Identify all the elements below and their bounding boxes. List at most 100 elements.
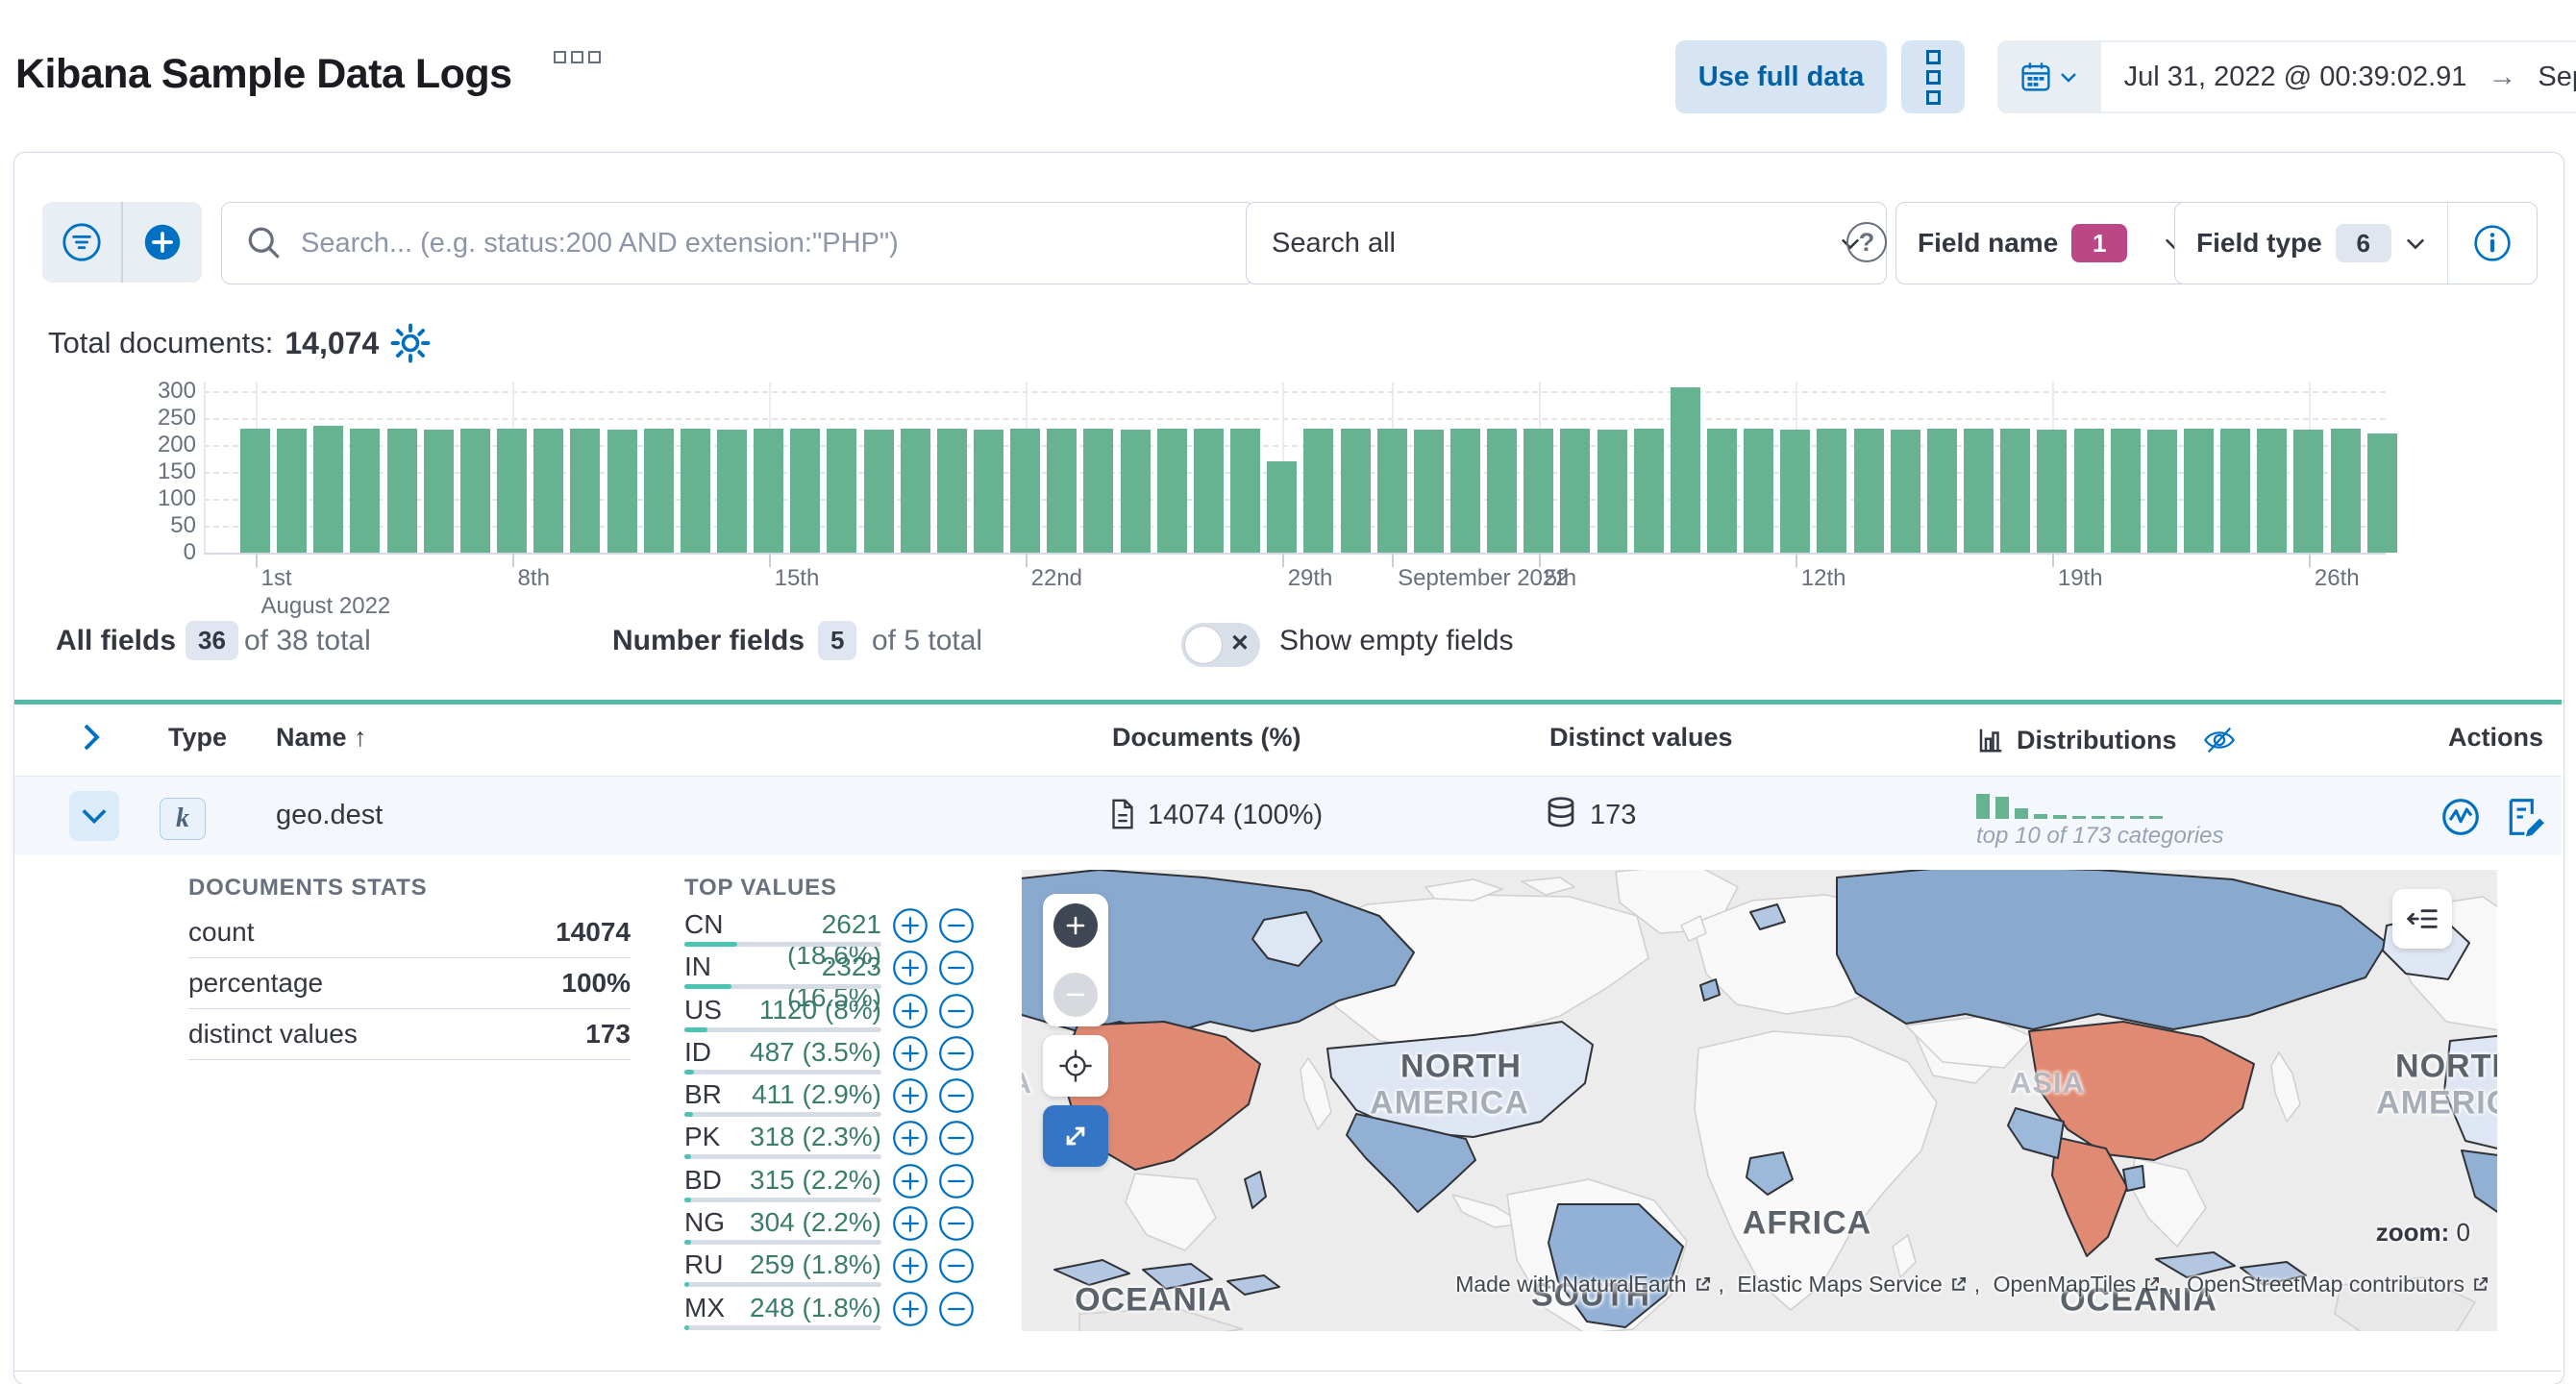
histogram-bar	[1010, 428, 1041, 553]
minus-circle-icon	[939, 1036, 974, 1071]
filter-in-circle-button[interactable]	[42, 202, 121, 283]
filter-for-value-button[interactable]	[892, 950, 929, 986]
column-header-distinct-values: Distinct values	[1549, 723, 1733, 752]
view-in-lens-button[interactable]	[2440, 796, 2482, 838]
map-continent-label: AFRICA	[1742, 1204, 1872, 1242]
all-fields-label: All fields	[56, 625, 177, 656]
all-fields-count-badge: 36	[186, 621, 238, 660]
histogram-bar	[1340, 429, 1371, 553]
histogram-bar	[1926, 428, 1957, 553]
attribution-link[interactable]: Made with NaturalEarth	[1455, 1272, 1687, 1297]
histogram-bar	[2257, 429, 2288, 553]
histogram-bar	[1230, 429, 1261, 553]
top-value-count: 259 (1.8%)	[750, 1249, 881, 1280]
search-icon	[248, 227, 280, 259]
top-value-row: PK 318 (2.3%)	[684, 1120, 992, 1164]
histogram-bar	[1744, 429, 1774, 553]
histogram-bar	[1780, 429, 1811, 553]
use-full-data-button[interactable]: Use full data	[1675, 40, 1887, 113]
date-end[interactable]: Sep	[2538, 61, 2576, 92]
box-icon	[1925, 49, 1941, 64]
hide-distributions-button[interactable]	[2202, 723, 2237, 757]
arrow-right-icon: →	[2488, 61, 2517, 92]
info-icon[interactable]	[2448, 203, 2537, 284]
x-tick-label: 8th	[517, 565, 550, 591]
filter-out-value-button[interactable]	[938, 1248, 975, 1284]
page-title: Kibana Sample Data Logs	[15, 50, 512, 97]
filter-for-value-button[interactable]	[892, 1077, 929, 1114]
filter-out-value-button[interactable]	[938, 950, 975, 986]
attribution-link[interactable]: Elastic Maps Service	[1737, 1272, 1943, 1297]
help-icon[interactable]: ?	[1846, 222, 1887, 262]
filter-out-value-button[interactable]	[938, 1205, 975, 1242]
histogram-bar	[386, 429, 417, 553]
collapse-legend-button[interactable]	[2392, 889, 2452, 949]
external-link-icon	[1951, 1277, 1966, 1291]
attribution-link[interactable]: OpenMapTiles	[1993, 1272, 2137, 1297]
column-header-name[interactable]: Name ↑	[276, 723, 367, 752]
edit-field-button[interactable]	[2505, 796, 2547, 838]
breadcrumb-boxes-icon[interactable]	[548, 50, 607, 64]
chevron-down-icon	[2060, 73, 2076, 83]
field-name-filter-button[interactable]: Field name 1	[1895, 202, 2207, 284]
settings-gear-icon[interactable]	[390, 323, 431, 363]
fullscreen-map-button[interactable]	[1043, 1105, 1108, 1167]
zoom-out-button[interactable]	[1053, 973, 1098, 1017]
y-tick-label: 250	[157, 405, 196, 431]
world-map-graphic	[1022, 870, 2497, 1331]
chevron-down-icon	[2406, 238, 2425, 250]
minus-circle-icon	[939, 1121, 974, 1156]
filter-out-value-button[interactable]	[938, 1035, 975, 1072]
histogram-bar	[2220, 428, 2251, 553]
total-documents: Total documents: 14,074	[48, 323, 431, 363]
map-continent-label: ASIA	[2009, 1066, 2086, 1100]
filter-out-value-button[interactable]	[938, 993, 975, 1029]
top-value-bar	[684, 1069, 881, 1075]
collapse-row-button[interactable]	[69, 791, 119, 841]
histogram-bar	[1193, 429, 1224, 553]
zoom-in-button[interactable]	[1053, 903, 1098, 948]
choropleth-map[interactable]: NORTHAMERICASOUTHAFRICAASIAASIAOCEANIAOC…	[1022, 870, 2497, 1331]
expand-all-rows-button[interactable]	[79, 723, 104, 752]
filter-for-value-button[interactable]	[892, 1248, 929, 1284]
header-divider	[14, 776, 2562, 777]
search-scope-select[interactable]: Search all	[1246, 202, 1887, 284]
mini-bar	[2034, 814, 2047, 819]
x-tick-label: 12th	[1800, 565, 1846, 591]
top-value-bar	[684, 984, 881, 990]
filter-for-value-button[interactable]	[892, 1291, 929, 1327]
search-input[interactable]	[299, 226, 1243, 260]
field-type-filter-button[interactable]: Field type 6	[2175, 224, 2447, 262]
plus-circle-icon	[893, 1078, 928, 1114]
total-documents-label: Total documents:	[48, 326, 274, 359]
gridline	[204, 418, 2386, 420]
filter-for-value-button[interactable]	[892, 1035, 929, 1072]
total-documents-value: 14,074	[285, 325, 380, 360]
add-filter-button[interactable]	[121, 202, 202, 283]
app-menu-button[interactable]	[1901, 40, 1965, 113]
filter-out-value-button[interactable]	[938, 1163, 975, 1199]
filter-in-circle-icon	[62, 223, 101, 261]
show-empty-fields-toggle[interactable]: ✕	[1181, 623, 1260, 667]
filter-out-value-button[interactable]	[938, 1077, 975, 1114]
attribution-link[interactable]: OpenStreetMap contributors	[2187, 1272, 2465, 1297]
filter-for-value-button[interactable]	[892, 1163, 929, 1199]
plus-circle-icon	[893, 1291, 928, 1326]
x-tick	[511, 553, 514, 567]
filter-for-value-button[interactable]	[892, 1120, 929, 1156]
filter-for-value-button[interactable]	[892, 907, 929, 944]
calendar-dropdown-button[interactable]	[1997, 40, 2099, 113]
filter-for-value-button[interactable]	[892, 993, 929, 1029]
fit-to-data-button[interactable]	[1043, 1035, 1108, 1097]
filter-for-value-button[interactable]	[892, 1205, 929, 1242]
histogram-bar	[459, 428, 490, 553]
mini-bar	[2149, 816, 2163, 819]
date-start[interactable]: Jul 31, 2022 @ 00:39:02.91	[2123, 61, 2467, 92]
x-tick-label: 1st August 2022	[260, 565, 391, 619]
top-value-count: 315 (2.2%)	[750, 1164, 881, 1195]
filter-out-value-button[interactable]	[938, 907, 975, 944]
plus-circle-icon	[893, 1121, 928, 1156]
top-value-key: ID	[684, 1036, 711, 1067]
filter-out-value-button[interactable]	[938, 1291, 975, 1327]
filter-out-value-button[interactable]	[938, 1120, 975, 1156]
